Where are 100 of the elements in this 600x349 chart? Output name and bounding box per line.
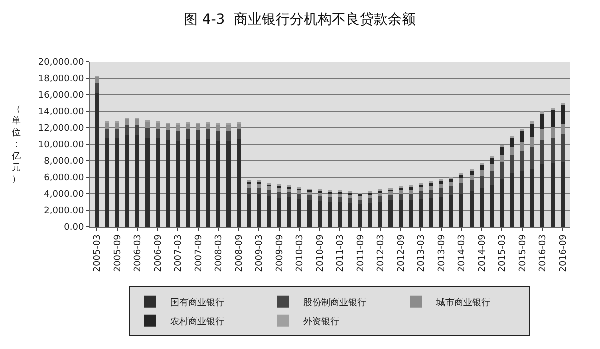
bar — [125, 118, 130, 126]
bar — [439, 188, 444, 198]
x-tick-label: 2016-03 — [538, 234, 549, 272]
bar — [95, 83, 100, 94]
bar — [328, 194, 332, 198]
bar — [388, 192, 393, 195]
x-tick-label: 2011-09 — [356, 234, 366, 272]
bar — [378, 202, 383, 227]
x-tick-label: 2005-09 — [113, 234, 124, 272]
bar — [328, 202, 332, 227]
x-tick-label: 2008-09 — [234, 234, 245, 272]
bar — [530, 137, 535, 147]
bar — [166, 124, 170, 130]
bar — [115, 122, 120, 129]
bar — [236, 140, 241, 227]
bar — [328, 197, 332, 202]
bar — [449, 196, 454, 227]
bar — [105, 138, 110, 227]
bar — [257, 188, 262, 194]
x-tick-label: 2012-09 — [396, 234, 407, 272]
bar — [226, 141, 231, 227]
bar — [277, 192, 282, 198]
y-tick-label: 14,000.00 — [38, 108, 84, 118]
bar — [368, 198, 373, 204]
y-tick-label: 8,000.00 — [44, 157, 84, 168]
bar — [439, 180, 444, 184]
bar — [358, 196, 362, 200]
bar — [318, 196, 322, 202]
bar — [186, 130, 190, 140]
bar — [520, 142, 524, 152]
bar — [287, 189, 292, 192]
bar — [166, 140, 170, 227]
bar — [408, 190, 414, 194]
y-tick-label: 10,000.00 — [38, 140, 84, 151]
x-tick-label: 2010-03 — [296, 234, 306, 272]
bar — [449, 186, 454, 196]
bar — [480, 170, 484, 176]
bar — [520, 172, 524, 227]
bar — [338, 197, 342, 202]
bar — [156, 128, 160, 139]
bar — [408, 194, 414, 201]
bar — [490, 164, 494, 171]
bar — [358, 200, 362, 205]
bar — [136, 135, 140, 227]
chart-title: 图 4-3 商业银行分机构不良贷款余额 — [184, 12, 416, 28]
bar — [510, 173, 514, 227]
bar — [429, 186, 434, 190]
bar — [500, 162, 504, 180]
bar — [216, 124, 221, 132]
legend-label: 城市商业银行 — [436, 297, 490, 308]
bar — [308, 190, 312, 192]
bar — [146, 121, 150, 128]
bar — [156, 122, 160, 129]
bar — [308, 192, 312, 196]
bar — [550, 127, 555, 138]
bar — [520, 151, 524, 172]
bar — [318, 201, 322, 227]
x-tick-label: 2009-09 — [275, 234, 286, 272]
bar — [156, 138, 160, 227]
bar — [500, 146, 504, 156]
bar — [298, 190, 302, 194]
bar — [378, 193, 383, 196]
y-tick-label: 6,000.00 — [44, 174, 84, 184]
bar — [226, 124, 231, 132]
x-tick-label: 2010-09 — [316, 234, 326, 272]
bar — [439, 184, 444, 188]
bar — [348, 194, 352, 198]
bar — [105, 122, 110, 129]
bar — [136, 126, 140, 136]
bar — [460, 178, 464, 184]
bar — [470, 175, 474, 180]
bar — [136, 118, 140, 126]
bar — [176, 141, 180, 227]
bar — [308, 196, 312, 201]
bar — [246, 194, 252, 227]
x-tick-label: 2006-09 — [154, 234, 164, 272]
x-tick-label: 2015-09 — [518, 234, 528, 272]
bar — [398, 194, 403, 201]
bar — [246, 188, 252, 194]
bar — [267, 190, 272, 196]
bar — [500, 179, 504, 227]
bar — [246, 184, 252, 188]
bar — [510, 155, 514, 174]
bar — [196, 140, 200, 227]
bar — [510, 138, 514, 147]
x-tick-label: 2016-09 — [558, 234, 569, 272]
bar — [530, 146, 535, 170]
bar — [125, 135, 130, 227]
bar — [146, 138, 150, 227]
bar — [115, 138, 120, 227]
bar — [287, 192, 292, 198]
bar — [186, 140, 190, 227]
bar — [419, 192, 424, 199]
bar — [388, 194, 393, 201]
x-tick-label: 2007-03 — [174, 234, 184, 272]
bar — [510, 146, 514, 156]
legend-label: 外资银行 — [304, 316, 340, 328]
bar — [550, 138, 555, 164]
bar — [146, 128, 150, 138]
bar — [257, 194, 262, 227]
